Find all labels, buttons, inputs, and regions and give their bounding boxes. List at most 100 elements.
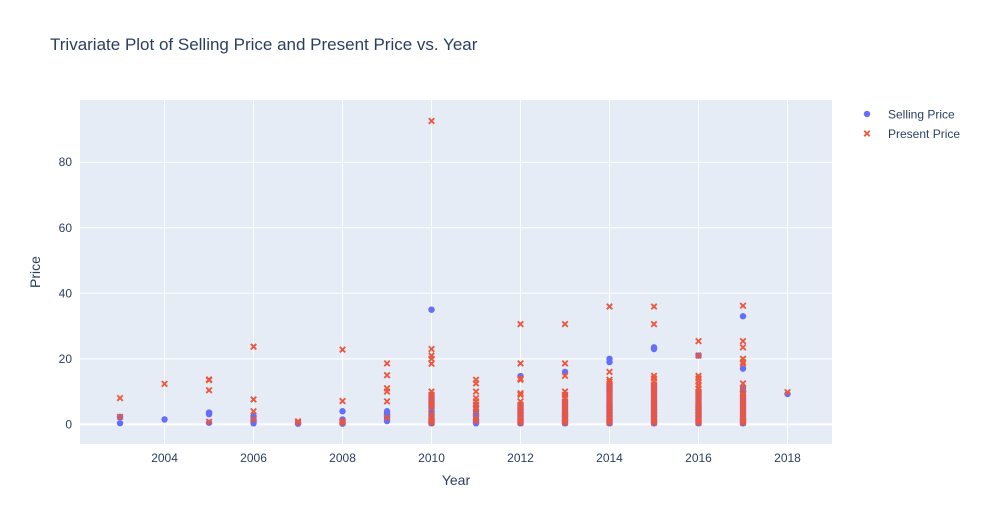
present-price-point[interactable] (561, 372, 569, 380)
present-price-point[interactable] (561, 419, 569, 427)
present-price-point[interactable] (606, 368, 613, 376)
present-price-point[interactable] (784, 388, 791, 396)
present-price-point[interactable] (161, 380, 168, 388)
present-price-point[interactable] (250, 343, 257, 351)
x-axis-title: Year (442, 472, 471, 488)
present-price-point[interactable] (428, 411, 435, 418)
present-price-point[interactable] (606, 303, 613, 310)
legend-label-selling-price: Selling Price (888, 108, 955, 122)
present-price-point[interactable] (116, 413, 124, 421)
selling-price-point[interactable] (339, 408, 346, 415)
legend-item-selling-price[interactable]: Selling Price (863, 108, 955, 122)
present-price-point[interactable] (517, 360, 524, 367)
y-tick-label: 20 (59, 352, 73, 366)
present-price-points[interactable] (116, 117, 791, 427)
x-tick-label: 2018 (774, 451, 801, 465)
present-price-point[interactable] (561, 388, 569, 395)
present-price-point[interactable] (428, 388, 435, 395)
x-tick-label: 2010 (418, 451, 445, 465)
present-price-point[interactable] (650, 372, 658, 380)
present-price-point[interactable] (250, 416, 257, 423)
selling-price-point[interactable] (428, 306, 435, 313)
present-price-point[interactable] (561, 360, 569, 367)
present-price-point[interactable] (339, 346, 346, 354)
present-price-point[interactable] (428, 360, 435, 368)
selling-price-point[interactable] (739, 365, 747, 372)
present-price-point[interactable] (250, 396, 257, 403)
present-price-point[interactable] (339, 397, 346, 405)
present-price-point[interactable] (517, 419, 524, 427)
y-tick-label: 60 (59, 221, 73, 235)
present-price-point[interactable] (383, 398, 391, 405)
present-price-point[interactable] (695, 352, 702, 359)
present-price-point[interactable] (250, 407, 257, 415)
selling-price-point[interactable] (472, 403, 480, 410)
present-price-point[interactable] (472, 414, 480, 422)
present-price-point[interactable] (739, 355, 747, 363)
present-price-point[interactable] (739, 384, 747, 392)
present-price-point[interactable] (517, 376, 524, 384)
present-price-point[interactable] (472, 394, 480, 402)
present-price-point[interactable] (739, 391, 747, 399)
present-price-point[interactable] (606, 378, 613, 386)
present-price-point[interactable] (650, 320, 658, 328)
present-price-point[interactable] (339, 417, 346, 425)
present-price-point[interactable] (517, 375, 524, 382)
present-price-point[interactable] (695, 419, 702, 427)
present-price-point[interactable] (695, 372, 702, 380)
present-price-point[interactable] (116, 394, 124, 402)
chart-title: Trivariate Plot of Selling Price and Pre… (50, 35, 478, 54)
legend-x-icon (863, 130, 871, 137)
selling-price-point[interactable] (205, 409, 213, 416)
present-price-point[interactable] (606, 419, 613, 427)
present-price-point[interactable] (339, 419, 346, 427)
present-price-point[interactable] (517, 389, 524, 397)
selling-price-point[interactable] (116, 419, 124, 427)
present-price-point[interactable] (383, 384, 391, 392)
present-price-point[interactable] (517, 398, 524, 405)
x-tick-label: 2012 (507, 451, 534, 465)
present-price-point[interactable] (606, 376, 613, 384)
selling-price-point[interactable] (739, 313, 747, 320)
present-price-point[interactable] (205, 386, 213, 394)
present-price-point[interactable] (294, 417, 302, 425)
present-price-point[interactable] (383, 360, 391, 367)
selling-price-point[interactable] (650, 344, 658, 351)
y-gridlines (80, 161, 832, 426)
y-tick-labels: 0 20 40 60 80 (59, 155, 73, 431)
present-price-point[interactable] (561, 320, 569, 328)
present-price-point[interactable] (650, 303, 658, 310)
selling-price-point[interactable] (383, 408, 391, 415)
y-tick-label: 0 (65, 417, 72, 431)
present-price-point[interactable] (739, 302, 747, 310)
present-price-point[interactable] (428, 345, 435, 353)
present-price-point[interactable] (472, 376, 480, 384)
present-price-point[interactable] (205, 376, 213, 383)
present-price-point[interactable] (739, 419, 747, 427)
present-price-point[interactable] (650, 419, 658, 427)
present-price-point[interactable] (739, 379, 747, 387)
legend-circle-icon (863, 110, 871, 118)
present-price-point[interactable] (739, 389, 747, 397)
present-price-point[interactable] (739, 343, 747, 351)
x-gridlines (164, 100, 789, 444)
plot-area (80, 100, 832, 444)
legend[interactable]: Selling Price Present Price (863, 108, 961, 142)
selling-price-point[interactable] (161, 416, 168, 423)
present-price-point[interactable] (383, 371, 391, 379)
present-price-point[interactable] (739, 360, 747, 368)
legend-item-present-price[interactable]: Present Price (863, 127, 961, 141)
present-price-point[interactable] (205, 418, 213, 426)
present-price-point[interactable] (428, 117, 435, 125)
present-price-point[interactable] (739, 337, 747, 345)
selling-price-point[interactable] (606, 355, 613, 363)
y-tick-label: 40 (59, 286, 73, 300)
present-price-point[interactable] (428, 419, 435, 427)
present-price-point[interactable] (517, 391, 524, 399)
present-price-point[interactable] (383, 414, 391, 422)
present-price-point[interactable] (472, 388, 480, 395)
x-tick-label: 2006 (240, 451, 267, 465)
present-price-point[interactable] (428, 352, 435, 359)
present-price-point[interactable] (695, 337, 702, 345)
present-price-point[interactable] (517, 320, 524, 328)
